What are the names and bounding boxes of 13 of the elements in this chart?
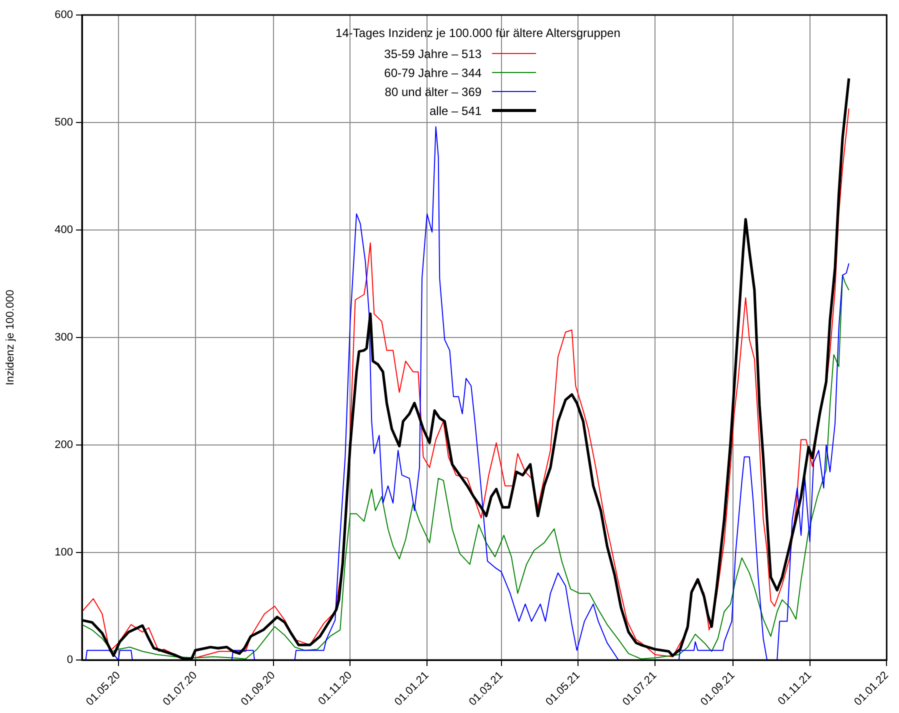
legend-label: 60-79 Jahre – 344 — [384, 66, 482, 80]
y-tick-label: 0 — [66, 654, 73, 666]
y-tick-label: 500 — [54, 116, 73, 129]
legend-label: 35-59 Jahre – 513 — [384, 46, 482, 60]
legend-label: alle – 541 — [430, 104, 482, 118]
y-tick-label: 600 — [54, 9, 73, 22]
legend-label: 80 und älter – 369 — [384, 84, 482, 98]
y-axis-title: Inzidenz je 100.000 — [4, 290, 17, 386]
y-tick-label: 100 — [54, 546, 73, 559]
legend-title: 14-Tages Inzidenz je 100.000 für ältere Altersgruppen — [336, 26, 620, 40]
y-tick-label: 400 — [54, 224, 73, 236]
y-tick-label: 300 — [54, 332, 73, 344]
y-tick-label: 200 — [54, 439, 73, 452]
